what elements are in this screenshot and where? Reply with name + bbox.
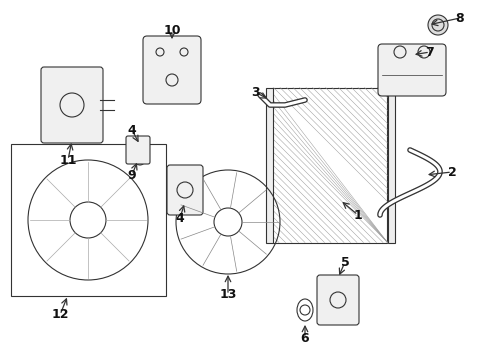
Text: 1: 1	[354, 208, 363, 221]
FancyBboxPatch shape	[126, 136, 150, 164]
Text: 7: 7	[426, 45, 434, 59]
FancyBboxPatch shape	[317, 275, 359, 325]
Bar	[272, 87, 388, 243]
Text: 3: 3	[251, 85, 259, 99]
FancyBboxPatch shape	[167, 165, 203, 215]
Text: 10: 10	[163, 23, 181, 36]
FancyBboxPatch shape	[41, 67, 103, 143]
Bar	[266, 87, 272, 243]
Text: 8: 8	[456, 12, 465, 24]
Text: 4: 4	[175, 212, 184, 225]
Text: 13: 13	[220, 288, 237, 302]
Text: 6: 6	[301, 332, 309, 345]
Text: 9: 9	[128, 168, 136, 181]
Text: 12: 12	[51, 309, 69, 321]
Bar	[10, 144, 166, 296]
Text: 5: 5	[341, 256, 349, 269]
Text: 11: 11	[59, 153, 77, 166]
FancyBboxPatch shape	[143, 36, 201, 104]
Text: 4: 4	[127, 123, 136, 136]
Text: 2: 2	[448, 166, 456, 179]
FancyBboxPatch shape	[378, 44, 446, 96]
Bar	[388, 87, 394, 243]
Circle shape	[428, 15, 448, 35]
